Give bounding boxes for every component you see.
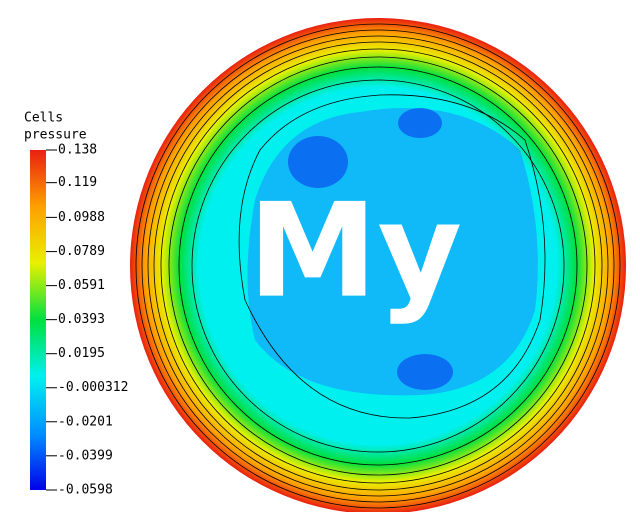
minima: [288, 108, 453, 390]
tick-label: 0.0591: [58, 278, 105, 293]
tick-label: -0.000312: [58, 380, 128, 395]
tick-label: -0.0201: [58, 414, 113, 429]
colorbar-title: Cells: [24, 111, 63, 126]
tick-label: 0.0789: [58, 244, 105, 259]
colorbar: Cells pressure 0.138 0.119 0.0988 0.0789 0.0…: [24, 111, 128, 498]
field: My: [130, 18, 626, 512]
tick-label: -0.0598: [58, 483, 113, 498]
tick-label: 0.0195: [58, 346, 105, 361]
tick-label: 0.138: [58, 143, 97, 158]
colorbar-ramp: [30, 150, 46, 490]
tick-label: -0.0399: [58, 448, 113, 463]
tick-label: 0.0988: [58, 210, 105, 225]
annotation: My: [248, 175, 462, 327]
colorbar-title: pressure: [24, 128, 87, 143]
tick-label: 0.0393: [58, 312, 105, 327]
tick-label: 0.119: [58, 175, 97, 190]
contours: [135, 23, 621, 509]
